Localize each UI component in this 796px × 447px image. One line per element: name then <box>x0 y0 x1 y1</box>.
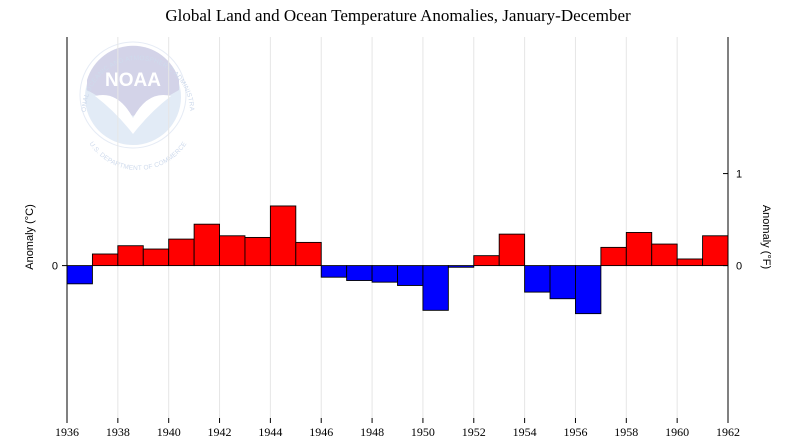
bar-1953 <box>498 233 526 267</box>
x-tick-label-1942: 1942 <box>208 425 232 439</box>
x-tick-label-1956: 1956 <box>563 425 587 439</box>
grid-lines <box>117 37 678 418</box>
bar-1945 <box>295 241 322 267</box>
tick-labels: 1936 1938 1940 1942 1944 1946 1948 1950 1952 1954… <box>52 169 742 439</box>
bar-1955 <box>549 265 576 300</box>
x-tick-label-1946: 1946 <box>309 425 333 439</box>
x-tick-label-1948: 1948 <box>360 425 384 439</box>
x-tick-label-1936: 1936 <box>55 425 79 439</box>
bar-1960 <box>676 258 704 267</box>
y-axis-title-left: Anomaly (°C) <box>24 204 36 270</box>
bar-1956 <box>575 265 602 315</box>
x-tick-label-1950: 1950 <box>411 425 435 439</box>
x-tick-label-1958: 1958 <box>614 425 638 439</box>
y-axis-title-right: Anomaly (°F) <box>760 205 772 269</box>
y-tick-label-right-1: 1 <box>736 169 742 181</box>
x-tick-label-1962: 1962 <box>716 425 740 439</box>
bar-1958 <box>625 232 653 267</box>
bar-1961 <box>702 235 729 267</box>
bar-1954 <box>524 265 551 293</box>
x-tick-label-1944: 1944 <box>258 425 282 439</box>
x-tick-label-1952: 1952 <box>462 425 486 439</box>
x-tick-label-1938: 1938 <box>106 425 130 439</box>
bar-1936 <box>66 265 93 285</box>
logo-wordmark: NOAA <box>105 70 161 91</box>
x-tick-label-1940: 1940 <box>157 425 181 439</box>
bar-1947 <box>346 265 373 281</box>
bar-1943 <box>244 236 271 267</box>
bar-1944 <box>269 205 297 267</box>
bars <box>66 205 729 315</box>
y-tick-label-left-0: 0 <box>52 261 58 273</box>
bar-1938 <box>117 245 144 267</box>
bar-1937 <box>91 253 119 267</box>
bar-1952 <box>473 255 500 267</box>
chart-title: Global Land and Ocean Temperature Anomal… <box>165 6 631 25</box>
x-tick-label-1954: 1954 <box>513 425 537 439</box>
bar-1939 <box>142 248 170 267</box>
bar-1946 <box>320 265 348 278</box>
bar-1941 <box>193 223 220 267</box>
bar-1951 <box>447 265 475 268</box>
bar-1942 <box>219 235 246 267</box>
bar-1959 <box>651 243 678 267</box>
y-tick-label-right-0: 0 <box>736 261 742 273</box>
bar-1948 <box>371 265 398 283</box>
noaa-logo: NOAA NATIONAL OCEANIC AND ATMOSPHERIC AD… <box>0 0 195 172</box>
axes <box>62 37 729 423</box>
bar-1940 <box>168 238 195 267</box>
bar-1950 <box>422 265 449 311</box>
x-tick-label-1960: 1960 <box>665 425 689 439</box>
bar-1957 <box>600 246 627 267</box>
bar-1949 <box>397 265 424 286</box>
